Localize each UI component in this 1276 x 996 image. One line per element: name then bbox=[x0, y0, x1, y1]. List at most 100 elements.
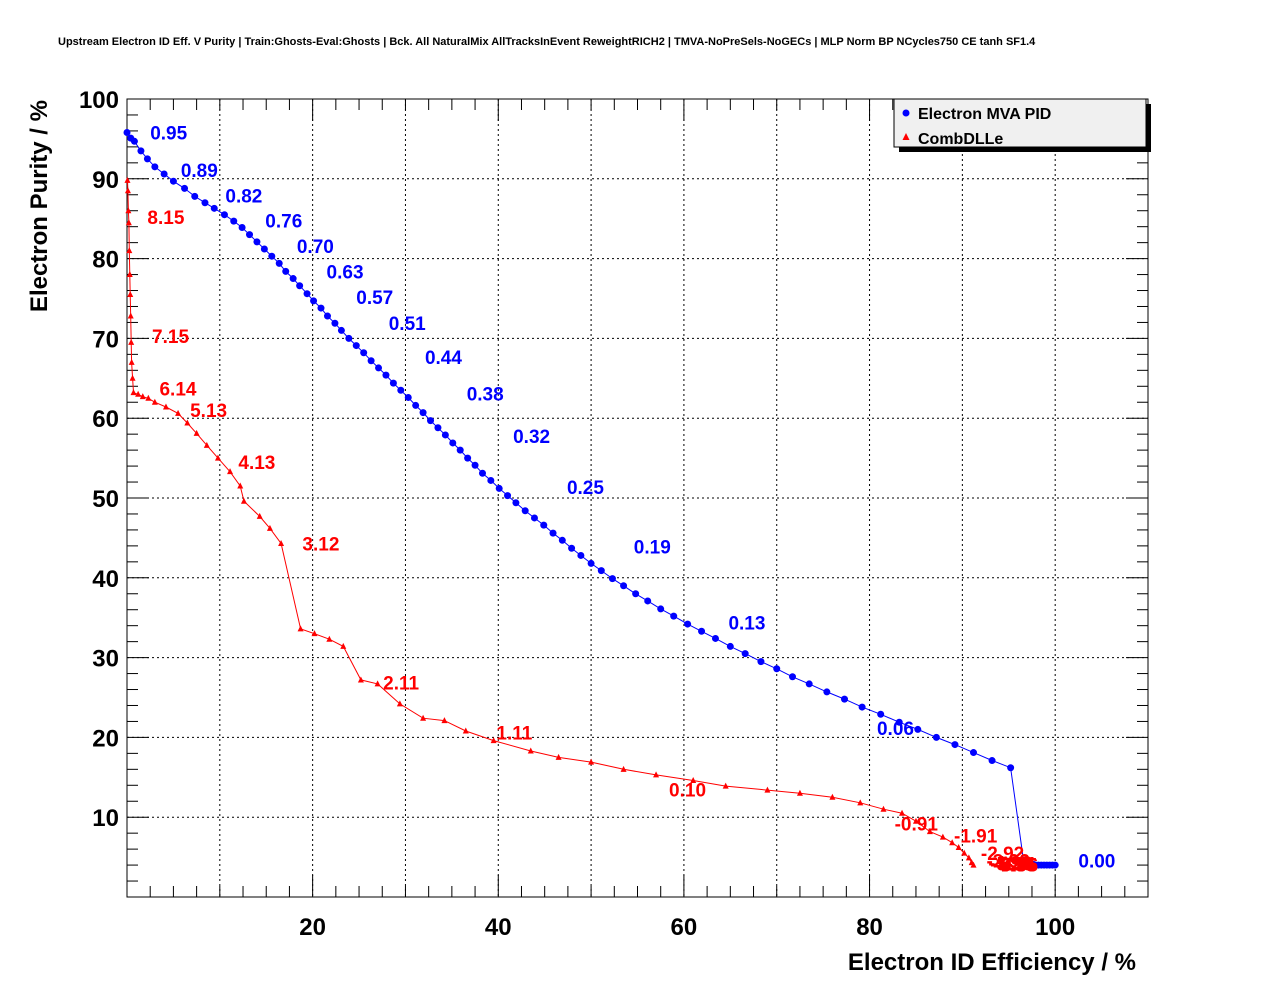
data-point bbox=[130, 389, 137, 396]
data-point bbox=[127, 312, 134, 319]
legend-label-mva: Electron MVA PID bbox=[918, 106, 1051, 123]
axes bbox=[126, 98, 1149, 898]
data-point bbox=[123, 129, 131, 137]
data-point bbox=[124, 187, 131, 194]
data-point bbox=[504, 492, 512, 500]
data-point bbox=[311, 630, 318, 637]
data-point bbox=[360, 349, 368, 357]
series-1: 8.15 7.15 6.145.13 4.13 3.12 2.11 1.11 0.10 -0.9… bbox=[124, 176, 1038, 876]
data-point bbox=[620, 765, 627, 772]
x-tick-label: 20 bbox=[299, 914, 326, 941]
data-point bbox=[932, 733, 940, 741]
data-point bbox=[970, 749, 978, 757]
data-point bbox=[1007, 764, 1015, 772]
data-point bbox=[789, 673, 797, 681]
data-point bbox=[877, 710, 885, 718]
data-point bbox=[512, 499, 520, 507]
data-point bbox=[741, 650, 749, 658]
data-point bbox=[726, 642, 734, 650]
data-point bbox=[914, 725, 922, 733]
tick-labels: 20 40 60 80 100 10 20 30 40 50 60 70 80 90 100 bbox=[79, 87, 1075, 941]
data-point bbox=[949, 839, 956, 846]
data-point bbox=[644, 597, 652, 605]
data-point bbox=[340, 642, 347, 649]
data-point bbox=[193, 429, 200, 436]
data-point bbox=[130, 137, 138, 145]
cut-value-label: -2.92 bbox=[981, 844, 1024, 865]
cut-value-label: 0.10 bbox=[669, 780, 706, 801]
cut-value-label: -3.92 bbox=[986, 851, 1029, 872]
data-point bbox=[970, 861, 977, 868]
data-point bbox=[238, 223, 246, 231]
data-point bbox=[951, 741, 959, 749]
y-tick-label: 50 bbox=[92, 486, 119, 513]
y-tick-label: 30 bbox=[92, 646, 119, 673]
legend-box bbox=[893, 98, 1147, 148]
series-0: 0.95 0.89 0.820.76 0.70 0.63 0.57 0.51 0.440.38… bbox=[123, 124, 1115, 872]
data-point bbox=[722, 782, 729, 789]
cut-value-label: -0.91 bbox=[895, 815, 939, 836]
cut-value-label: 2.11 bbox=[383, 673, 419, 694]
data-point bbox=[620, 582, 628, 590]
data-point bbox=[462, 727, 469, 734]
chart-title: Upstream Electron ID Eff. V Purity | Tra… bbox=[58, 36, 1036, 48]
data-point bbox=[434, 424, 442, 432]
data-point bbox=[125, 219, 132, 226]
data-point bbox=[275, 259, 283, 267]
data-point bbox=[181, 184, 189, 192]
cut-value-label: -7.95 bbox=[993, 855, 1037, 876]
data-point bbox=[530, 514, 538, 522]
legend-label-dlle: CombDLLe bbox=[918, 131, 1003, 148]
x-tick-label: 40 bbox=[485, 914, 512, 941]
data-point bbox=[127, 291, 134, 298]
data-point bbox=[495, 484, 503, 492]
data-point bbox=[151, 163, 159, 171]
data-point bbox=[303, 290, 311, 298]
data-point bbox=[323, 312, 331, 320]
data-point bbox=[420, 714, 427, 721]
cut-value-label: -9.96 bbox=[995, 855, 1038, 876]
cut-value-label: 0.95 bbox=[150, 124, 187, 145]
y-tick-label: 10 bbox=[92, 805, 119, 832]
cut-value-label: 3.12 bbox=[302, 534, 339, 555]
cut-value-label: 0.13 bbox=[728, 613, 765, 634]
data-point bbox=[260, 245, 268, 253]
cut-value-label: -6.94 bbox=[992, 854, 1036, 875]
data-point bbox=[796, 789, 803, 796]
data-point bbox=[139, 393, 146, 400]
data-point bbox=[191, 192, 199, 200]
y-axis-title: Electron Purity / % bbox=[26, 100, 53, 312]
data-point bbox=[404, 393, 412, 401]
data-point bbox=[268, 252, 276, 260]
cut-value-label: 7.15 bbox=[152, 327, 189, 348]
y-tick-label: 100 bbox=[79, 87, 119, 114]
legend: Electron MVA PID CombDLLe bbox=[893, 98, 1151, 152]
series-line bbox=[127, 180, 974, 866]
data-point bbox=[895, 718, 903, 726]
data-point bbox=[965, 854, 972, 861]
data-point bbox=[151, 398, 158, 405]
data-point bbox=[840, 695, 848, 703]
data-point bbox=[858, 703, 866, 711]
data-point bbox=[521, 507, 529, 515]
data-point bbox=[246, 231, 254, 239]
legend-marker-dlle bbox=[902, 133, 910, 140]
data-point bbox=[690, 776, 697, 783]
cut-value-label: -4.93 bbox=[988, 854, 1031, 875]
data-point bbox=[382, 371, 390, 379]
data-point bbox=[926, 828, 933, 835]
data-point bbox=[240, 497, 247, 504]
data-point bbox=[773, 665, 781, 673]
data-point bbox=[961, 849, 968, 856]
data-point bbox=[175, 409, 182, 416]
data-point bbox=[464, 454, 472, 462]
data-point bbox=[823, 688, 831, 696]
data-point bbox=[214, 454, 221, 461]
data-point bbox=[396, 700, 403, 707]
x-tick-label: 60 bbox=[671, 914, 698, 941]
data-point bbox=[449, 439, 457, 447]
data-point bbox=[955, 844, 962, 851]
cut-value-label: 0.06 bbox=[877, 719, 914, 740]
data-point bbox=[805, 680, 813, 688]
